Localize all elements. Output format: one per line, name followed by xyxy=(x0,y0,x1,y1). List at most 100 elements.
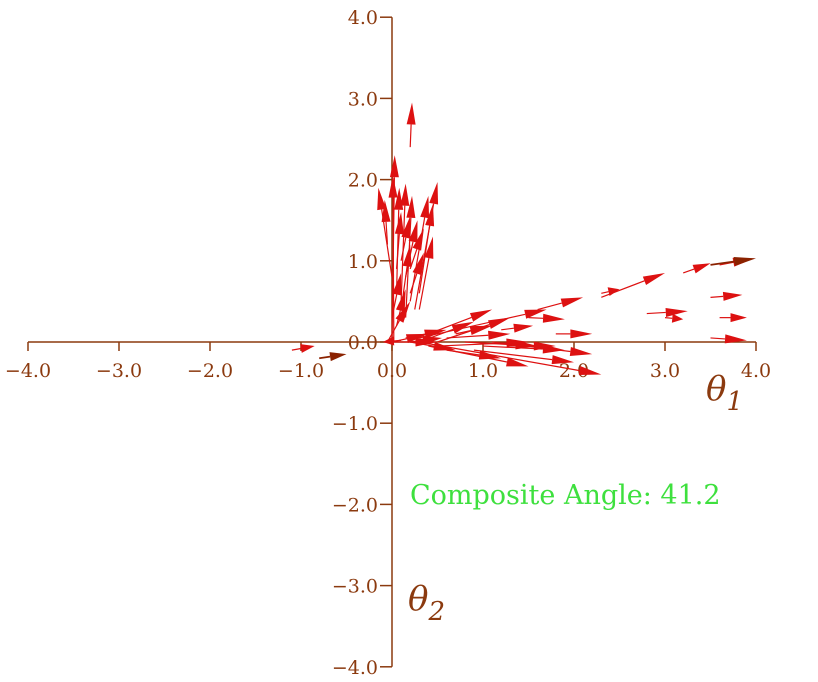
y-ticks: 4.0 3.0 2.0 1.0 0.0 −1.0 −2.0 −3.0 −4.0 xyxy=(332,7,392,679)
arrow-shaft xyxy=(528,317,544,319)
arrow-head xyxy=(425,203,435,227)
arrow-shaft xyxy=(455,329,471,335)
vector-arrow xyxy=(664,313,684,323)
arrow-shaft xyxy=(418,225,431,294)
arrow-head xyxy=(424,236,434,259)
arrow-head xyxy=(389,155,399,178)
vector-arrow xyxy=(392,337,438,347)
vector-arrow xyxy=(501,323,534,333)
arrow-head xyxy=(420,195,430,219)
y-axis-title: θ2 xyxy=(408,579,445,627)
y-tick-label: 1.0 xyxy=(348,251,378,273)
arrow-shaft xyxy=(392,197,395,343)
arrow-head xyxy=(401,216,411,239)
arrow-shaft xyxy=(386,320,400,343)
arrow-head xyxy=(451,321,474,334)
x-axis-title: θ1 xyxy=(706,369,743,417)
arrow-head xyxy=(377,187,387,211)
arrow-head xyxy=(412,252,424,275)
vector-arrow xyxy=(446,330,511,340)
arrow-head xyxy=(506,357,529,367)
composite-angle-annotation: Composite Angle: 41.2 xyxy=(410,480,721,511)
arrow-head xyxy=(388,175,398,198)
arrow-head xyxy=(395,289,406,312)
arrow-head xyxy=(412,228,424,251)
arrow-head xyxy=(488,330,511,340)
arrow-head xyxy=(551,355,574,365)
vector-arrow xyxy=(391,272,402,318)
arrow-head xyxy=(488,317,511,329)
arrow-head xyxy=(569,347,593,356)
arrow-shaft xyxy=(391,294,398,318)
arrow-head xyxy=(724,334,747,344)
vector-arrow xyxy=(682,263,711,274)
arrow-shaft xyxy=(418,257,430,310)
x-tick-label: −2.0 xyxy=(187,360,233,382)
y-tick-label: 4.0 xyxy=(348,7,378,29)
arrow-head xyxy=(665,307,688,317)
vector-arrow xyxy=(406,102,416,148)
y-tick-label: −2.0 xyxy=(332,494,378,516)
arrow-head xyxy=(395,301,411,323)
x-tick-label: 3.0 xyxy=(650,360,680,382)
vector-arrow xyxy=(418,203,435,294)
x-ticks: −4.0 −3.0 −2.0 −1.0 0.0 1.0 2.0 3.0 4.0 xyxy=(5,342,771,382)
arrow-shaft xyxy=(446,334,489,339)
vector-arrows xyxy=(291,102,756,376)
arrow-shaft xyxy=(492,341,571,353)
arrow-head xyxy=(433,341,456,351)
vector-arrow xyxy=(409,252,424,294)
vector-arrow xyxy=(537,297,584,311)
vector-arrow xyxy=(601,272,665,298)
arrow-shaft xyxy=(664,317,673,319)
arrow-head xyxy=(560,297,584,308)
x-tick-label: −4.0 xyxy=(5,360,51,382)
vector-arrow xyxy=(510,341,556,351)
arrow-head xyxy=(408,220,418,243)
x-tick-label: 0.0 xyxy=(377,360,407,382)
arrow-shaft xyxy=(601,291,609,294)
vector-arrow xyxy=(719,313,747,323)
arrow-shaft xyxy=(537,302,563,311)
arrow-head xyxy=(469,309,493,322)
x-tick-label: 4.0 xyxy=(741,360,771,382)
arrow-shaft xyxy=(710,260,735,266)
y-tick-label: 0.0 xyxy=(348,332,378,354)
arrow-shaft xyxy=(710,295,724,298)
arrow-head xyxy=(607,287,620,297)
y-tick-label: −3.0 xyxy=(332,576,378,598)
arrow-shaft xyxy=(446,349,480,356)
arrow-head xyxy=(722,291,743,301)
vector-arrow xyxy=(381,199,391,245)
arrow-shaft xyxy=(400,237,407,261)
arrow-head xyxy=(533,341,556,351)
vector-arrow xyxy=(710,291,743,301)
arrow-head xyxy=(394,212,404,235)
arrow-shaft xyxy=(682,268,695,274)
arrow-head xyxy=(515,340,538,350)
vector-arrow xyxy=(386,301,411,343)
y-tick-label: −4.0 xyxy=(332,657,378,679)
arrow-head xyxy=(415,337,438,347)
vector-arrow xyxy=(382,336,402,346)
arrow-head xyxy=(692,263,711,274)
arrow-shaft xyxy=(409,124,412,148)
vector-arrow xyxy=(528,313,565,323)
arrow-head xyxy=(513,323,534,333)
vector-arrow xyxy=(555,329,593,339)
arrow-shaft xyxy=(393,339,402,342)
arrow-shaft xyxy=(501,327,515,331)
arrow-shaft xyxy=(385,221,389,245)
arrow-shaft xyxy=(319,355,331,360)
vector-arrow xyxy=(400,216,411,261)
vector-arrow xyxy=(646,307,688,317)
arrow-head xyxy=(524,309,547,319)
composite-vector-arrow xyxy=(710,257,756,266)
arrow-shaft xyxy=(291,347,302,351)
arrow-shaft xyxy=(710,337,726,340)
arrow-head xyxy=(406,102,416,125)
arrow-head xyxy=(478,350,502,360)
vector-arrow xyxy=(455,325,493,335)
vector-arrow xyxy=(492,341,593,356)
axes: −4.0 −3.0 −2.0 −1.0 0.0 1.0 2.0 3.0 4.0 4.0 3.0 2.… xyxy=(5,7,771,679)
